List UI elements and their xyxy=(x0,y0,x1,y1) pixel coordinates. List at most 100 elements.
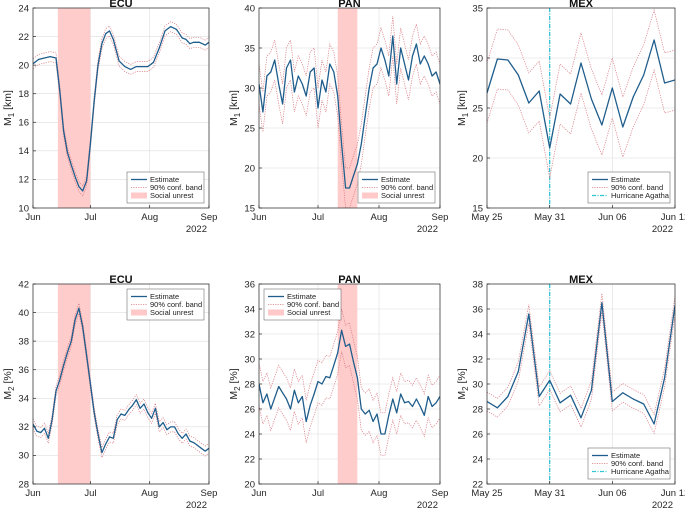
estimate-point xyxy=(559,402,561,404)
legend-label: Estimate xyxy=(381,175,410,184)
estimate-point xyxy=(51,419,53,421)
estimate-point xyxy=(305,95,307,97)
estimate-point xyxy=(376,63,378,65)
x-tick-label: Jul xyxy=(84,488,96,499)
estimate-point xyxy=(313,67,315,69)
estimate-point xyxy=(570,394,572,396)
y-label-main: M xyxy=(228,391,240,400)
estimate-point xyxy=(415,398,417,400)
estimate-point xyxy=(404,63,406,65)
y-tick-label: 32 xyxy=(18,422,29,433)
y-tick-label: 20 xyxy=(18,60,29,71)
y-tick-label: 22 xyxy=(472,479,483,490)
y-tick-label: 20 xyxy=(472,153,483,164)
conf-band-lower xyxy=(33,311,209,459)
estimate-point xyxy=(59,90,61,92)
estimate-point xyxy=(408,79,410,81)
estimate-point xyxy=(325,376,327,377)
plot-content xyxy=(33,8,209,208)
y-tick-label: 34 xyxy=(18,394,29,405)
estimate-point xyxy=(197,444,199,446)
estimate-point xyxy=(204,450,206,452)
conf-band-lower xyxy=(487,68,675,179)
y-label-main: M xyxy=(456,117,468,126)
chart-title: MEX xyxy=(569,274,594,286)
estimate-point xyxy=(158,426,160,428)
estimate-point xyxy=(384,433,386,435)
estimate-point xyxy=(112,38,114,40)
y-tick-label: 30 xyxy=(472,379,483,390)
estimate-point xyxy=(278,386,280,387)
chart-title: MEX xyxy=(569,0,594,10)
estimate-point xyxy=(89,383,91,385)
estimate-point xyxy=(70,340,72,342)
estimate-point xyxy=(352,361,354,362)
estimate-point xyxy=(396,83,398,85)
y-tick-label: 24 xyxy=(244,429,255,440)
y-label-sub: 1 xyxy=(461,112,470,117)
estimate-point xyxy=(337,352,339,354)
estimate-point xyxy=(162,422,164,424)
y-tick-label: 30 xyxy=(244,354,255,365)
estimate-point xyxy=(266,75,268,77)
y-tick-label: 28 xyxy=(472,404,483,415)
x-tick-label: Aug xyxy=(371,488,388,499)
estimate-point xyxy=(128,409,130,411)
estimate-point xyxy=(372,67,374,69)
y-label-sub: 2 xyxy=(461,386,470,391)
plot-content xyxy=(259,8,440,208)
estimate-point xyxy=(82,326,84,328)
estimate-point xyxy=(528,102,530,104)
estimate-point xyxy=(392,35,394,37)
y-tick-label: 28 xyxy=(18,479,29,490)
estimate-point xyxy=(89,143,91,145)
chart-ecu-m2: Jun Jul Aug Sep 28 30 32 34 36 38 40 42 2022 ECU M2 [%… xyxy=(2,274,217,508)
estimate-point xyxy=(109,30,111,32)
estimate-point xyxy=(154,407,156,409)
legend-unrest-swatch xyxy=(131,309,147,316)
legend-label: 90% conf. band xyxy=(611,183,663,192)
y-tick-label: 34 xyxy=(244,304,255,315)
estimate-point xyxy=(36,430,38,432)
estimate-point xyxy=(278,83,280,85)
legend-label: Social unrest xyxy=(381,191,425,200)
estimate-point xyxy=(49,56,51,58)
y-tick-label: 40 xyxy=(18,308,29,319)
estimate-point xyxy=(368,409,370,411)
estimate-point xyxy=(400,47,402,49)
estimate-point xyxy=(360,143,362,145)
estimate-point xyxy=(528,313,530,315)
estimate-point xyxy=(86,354,88,356)
conf-band-upper xyxy=(259,15,440,169)
estimate-point xyxy=(112,437,114,439)
plot-content xyxy=(487,284,675,484)
y-label-sub: 2 xyxy=(233,386,242,391)
estimate-point xyxy=(82,190,84,192)
estimate-point xyxy=(364,115,366,117)
year-label: 2022 xyxy=(186,500,207,508)
legend-label: 90% conf. band xyxy=(150,300,202,309)
estimate-point xyxy=(538,396,540,397)
estimate-point xyxy=(590,98,592,100)
estimate-point xyxy=(549,379,551,381)
estimate-point xyxy=(313,393,315,395)
estimate-point xyxy=(43,57,45,59)
estimate-point xyxy=(538,90,540,92)
estimate-point xyxy=(170,26,172,28)
estimate-point xyxy=(289,59,291,61)
legend-unrest-swatch xyxy=(362,192,378,199)
estimate-point xyxy=(189,43,191,45)
y-label-unit: [%] xyxy=(228,368,240,386)
estimate-point xyxy=(435,402,437,404)
estimate-point xyxy=(580,62,582,64)
estimate-point xyxy=(130,68,132,70)
estimate-point xyxy=(151,417,153,419)
legend-label: Estimate xyxy=(611,175,640,184)
estimate-point xyxy=(153,61,155,63)
x-tick-label: May 25 xyxy=(471,488,502,499)
x-tick-label: Jul xyxy=(312,488,324,499)
estimate-point xyxy=(368,87,370,89)
y-tick-label: 24 xyxy=(472,454,483,465)
